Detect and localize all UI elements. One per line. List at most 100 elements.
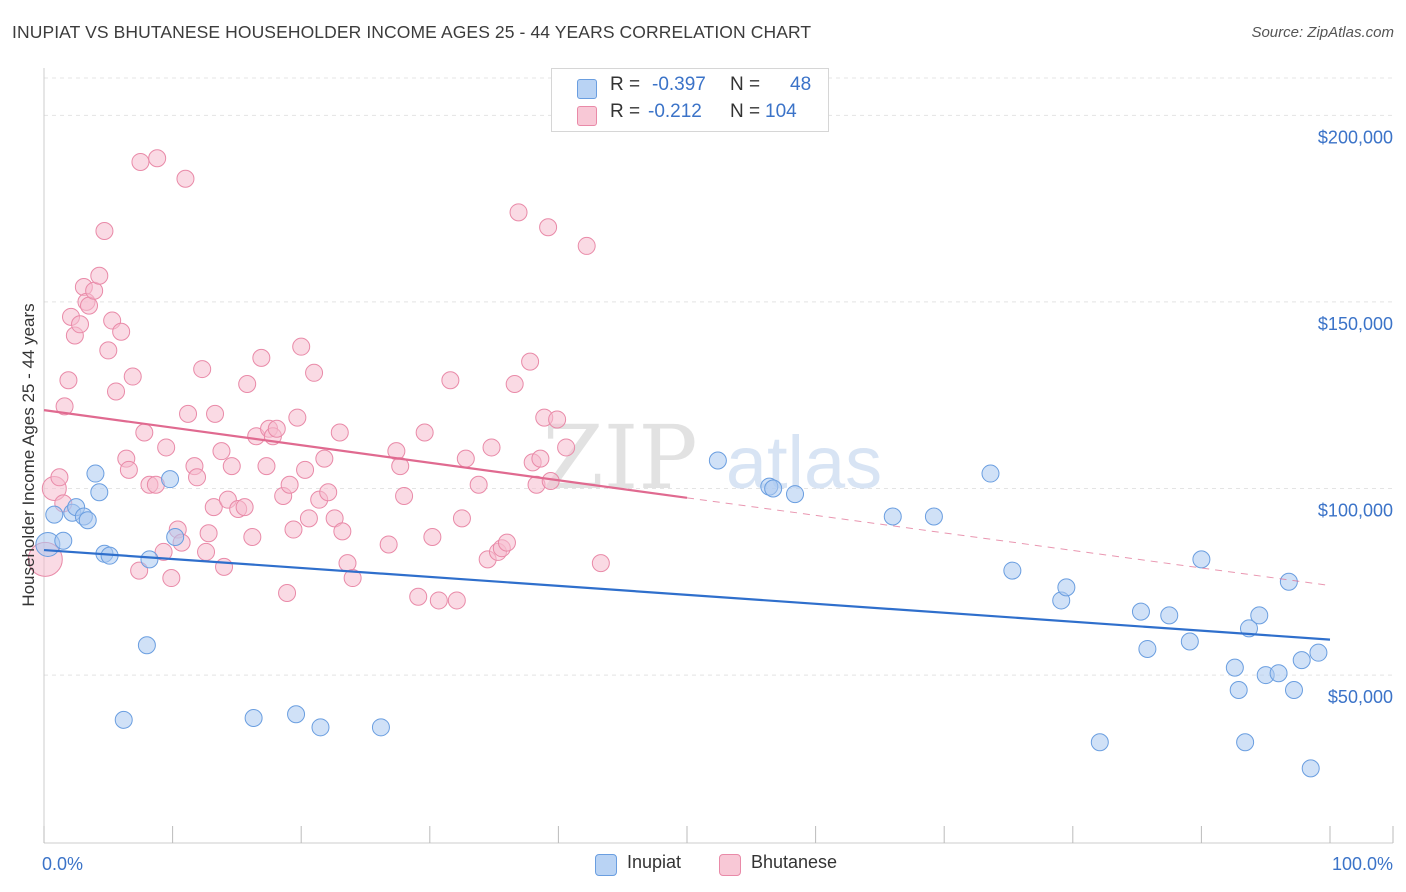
- inupiat-point: [1192, 550, 1211, 569]
- bhutanese-point: [157, 438, 176, 457]
- bhutanese-point: [548, 410, 567, 429]
- inupiat-point: [140, 550, 159, 569]
- bhutanese-point: [278, 583, 297, 602]
- inupiat-point: [1138, 639, 1157, 658]
- bhutanese-point: [557, 438, 576, 457]
- bhutanese-point: [521, 352, 540, 371]
- bhutanese-point: [280, 475, 299, 494]
- watermark-zip: ZIP: [542, 406, 697, 509]
- bhutanese-point: [90, 266, 109, 285]
- inupiat-point: [981, 464, 1000, 483]
- x-tick-label-min: 0.0%: [42, 854, 83, 874]
- legend-r-label: R =: [610, 101, 641, 122]
- inupiat-point: [114, 710, 133, 729]
- inupiat-point: [1292, 651, 1311, 670]
- inupiat-point: [786, 485, 805, 504]
- bhutanese-point: [188, 468, 207, 487]
- y-tick-label: $100,000: [1318, 500, 1393, 520]
- bhutanese-point: [71, 315, 90, 334]
- bhutanese-point: [429, 591, 448, 610]
- bhutanese-point: [123, 367, 142, 386]
- bhutanese-point: [469, 475, 488, 494]
- bhutanese-point: [315, 449, 334, 468]
- watermark: ZIP atlas: [542, 406, 882, 509]
- inupiat-point: [244, 708, 263, 727]
- inupiat-point: [45, 505, 64, 524]
- bhutanese-point: [80, 296, 99, 315]
- bhutanese-point: [284, 520, 303, 539]
- bhutanese-point: [343, 569, 362, 588]
- inupiat-point: [1236, 733, 1255, 752]
- inupiat-point: [166, 528, 185, 546]
- inupiat-point: [1090, 733, 1109, 752]
- axes: [43, 68, 1394, 844]
- legend-label-inupiat: Inupiat: [627, 852, 682, 872]
- inupiat-point: [764, 479, 783, 498]
- inupiat-point: [1269, 664, 1288, 683]
- bhutanese-point: [206, 404, 225, 423]
- inupiat-point: [1003, 561, 1022, 580]
- watermark-atlas: atlas: [726, 421, 882, 504]
- bhutanese-point: [252, 348, 271, 367]
- inupiat-point: [1131, 602, 1150, 621]
- inupiat-point: [1279, 572, 1298, 591]
- inupiat-point: [371, 718, 390, 737]
- inupiat-legend-swatch: [595, 854, 617, 876]
- bhutanese-point: [95, 222, 114, 240]
- inupiat-point: [90, 483, 109, 502]
- bhutanese-point: [482, 438, 501, 457]
- y-axis-title: Householder Income Ages 25 - 44 years: [19, 303, 38, 606]
- inupiat-point: [54, 531, 73, 550]
- inupiat-swatch: [577, 79, 597, 99]
- y-tick-label: $50,000: [1328, 687, 1393, 707]
- y-tick-label: $200,000: [1318, 127, 1393, 147]
- bhutanese-point: [330, 423, 349, 442]
- inupiat-point: [1180, 632, 1199, 651]
- bhutanese-point: [441, 371, 460, 390]
- bhutanese-point: [505, 375, 524, 393]
- legend-n-label: N =: [730, 101, 761, 122]
- x-tick-label-max: 100.0%: [1332, 854, 1393, 874]
- inupiat-point: [1301, 759, 1320, 778]
- bhutanese-point: [591, 554, 610, 573]
- bhutanese-point: [235, 498, 254, 517]
- inupiat-point: [708, 451, 727, 470]
- inupiat-point: [1250, 606, 1269, 625]
- bhutanese-point: [193, 360, 212, 379]
- inupiat-point: [311, 718, 330, 737]
- y-tick-label: $150,000: [1318, 314, 1393, 334]
- bhutanese-point: [452, 509, 471, 528]
- bhutanese-point: [199, 524, 218, 543]
- bhutanese-point: [292, 337, 311, 356]
- bhutanese-point: [267, 419, 286, 438]
- y-tick-labels: $50,000 $100,000 $150,000 $200,000: [1318, 127, 1393, 707]
- legend-n-value-bhutanese: 104: [765, 101, 797, 122]
- bhutanese-point: [288, 408, 307, 427]
- inupiat-point: [137, 636, 156, 655]
- bhutanese-point: [319, 483, 338, 502]
- legend-row-bhutanese: R = -0.212 N = 104: [552, 101, 828, 127]
- bhutanese-point: [59, 371, 78, 390]
- trend-lines: [43, 409, 1331, 641]
- legend-n-value-inupiat: 48: [790, 74, 812, 95]
- inupiat-point: [287, 705, 306, 724]
- bhutanese-point: [379, 535, 398, 554]
- bhutanese-point: [257, 457, 276, 476]
- inupiat-point: [1284, 681, 1303, 699]
- bhutanese-point: [577, 236, 596, 255]
- bhutanese-point: [215, 557, 234, 576]
- bhutanese-point: [85, 281, 104, 300]
- inupiat-point: [1225, 658, 1244, 677]
- source-label: Source: ZipAtlas.com: [1251, 24, 1394, 41]
- legend-row-inupiat: R = -0.397 N = 48: [552, 74, 828, 100]
- bhutanese-point: [497, 533, 516, 552]
- bhutanese-point: [119, 460, 138, 479]
- legend-label-bhutanese: Bhutanese: [751, 852, 838, 872]
- inupiat-point: [1057, 578, 1076, 597]
- inupiat-point: [1160, 606, 1179, 625]
- inupiat-point: [161, 470, 180, 489]
- bhutanese-point: [50, 468, 69, 487]
- inupiat-point: [78, 511, 97, 530]
- bhutanese-trend-extension: [686, 497, 1331, 587]
